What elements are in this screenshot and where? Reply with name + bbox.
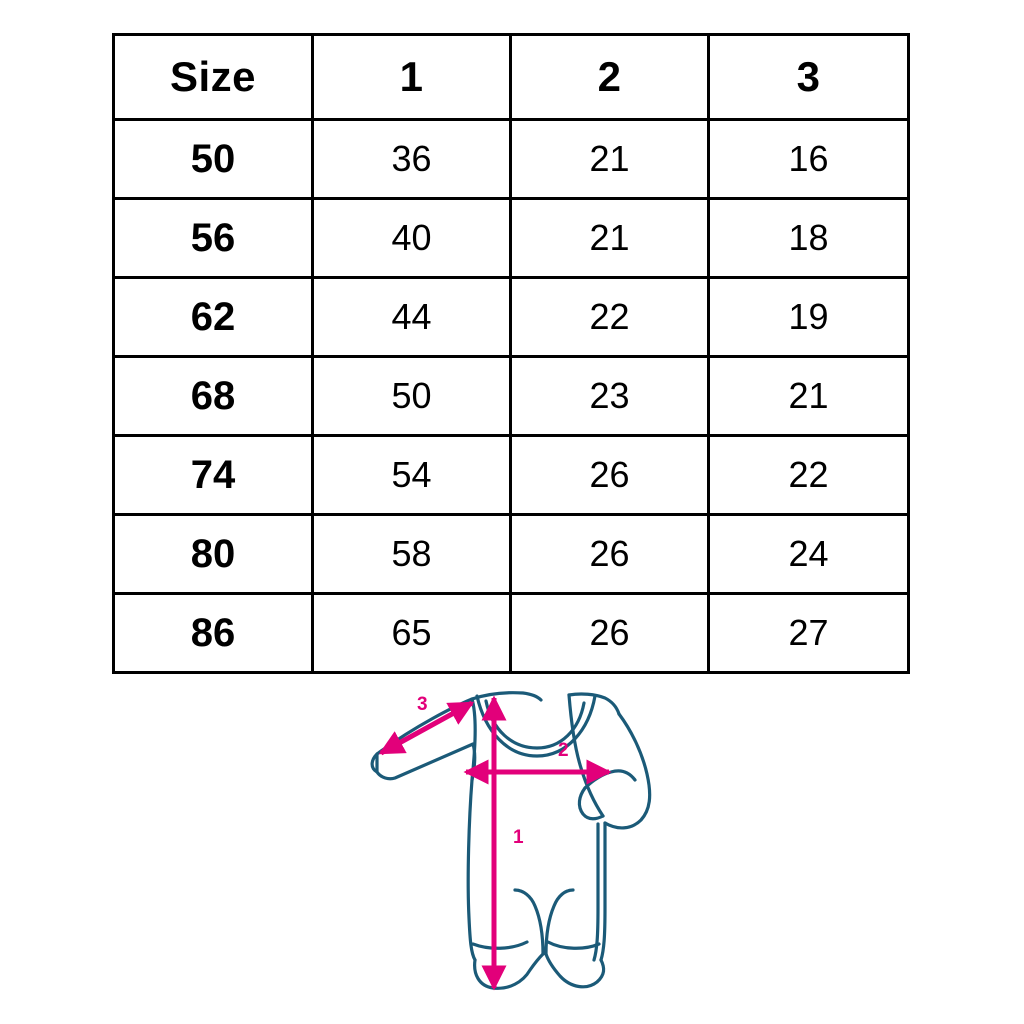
size-chart-table: Size 1 2 3 50 36 21 16 56 40 21 18 62 44 (112, 33, 910, 674)
right-sleeve-outer (603, 712, 652, 830)
cell-measure-1: 44 (311, 276, 512, 358)
cell-measure-1: 54 (311, 434, 512, 516)
cell-measure-2: 26 (509, 513, 710, 595)
romper-illustration: 1 2 3 (370, 691, 652, 991)
cell-size: 74 (112, 434, 314, 516)
table-row: 86 65 26 27 (112, 592, 910, 674)
cell-measure-2: 22 (509, 276, 710, 358)
body-right-edge (599, 821, 607, 962)
cell-measure-3: 16 (707, 118, 910, 200)
cell-measure-1: 50 (311, 355, 512, 437)
measurement-arrows (378, 695, 612, 991)
size-chart-table-container: Size 1 2 3 50 36 21 16 56 40 21 18 62 44 (112, 33, 910, 674)
cell-size: 62 (112, 276, 314, 358)
column-header-3: 3 (707, 33, 910, 121)
table-header-row: Size 1 2 3 (112, 33, 910, 121)
cell-measure-1: 58 (311, 513, 512, 595)
inner-leg-left (513, 888, 545, 956)
left-ankle-seam (471, 940, 529, 950)
cell-measure-3: 22 (707, 434, 910, 516)
inner-leg-right (544, 888, 575, 956)
right-shoulder-top (567, 692, 621, 716)
cell-measure-3: 24 (707, 513, 910, 595)
cell-measure-3: 19 (707, 276, 910, 358)
table-row: 50 36 21 16 (112, 118, 910, 200)
front-placket-line (592, 822, 600, 962)
table-row: 68 50 23 21 (112, 355, 910, 437)
cell-measure-3: 21 (707, 355, 910, 437)
table-row: 62 44 22 19 (112, 276, 910, 358)
table-row: 80 58 26 24 (112, 513, 910, 595)
cell-measure-2: 26 (509, 592, 710, 674)
right-ankle-seam (546, 940, 601, 950)
label-chest-width-2: 2 (558, 740, 569, 761)
table-row: 74 54 26 22 (112, 434, 910, 516)
garment-diagram: 1 2 3 (355, 668, 700, 1013)
left-cuff (370, 752, 379, 774)
label-length-1: 1 (513, 827, 524, 848)
cell-size: 68 (112, 355, 314, 437)
cell-measure-1: 40 (311, 197, 512, 279)
left-foot (473, 952, 545, 990)
cell-size: 50 (112, 118, 314, 200)
cell-size: 56 (112, 197, 314, 279)
cell-size: 86 (112, 592, 314, 674)
right-foot (544, 952, 606, 989)
cell-measure-2: 21 (509, 118, 710, 200)
cell-measure-2: 23 (509, 355, 710, 437)
wrap-overlap-seam (567, 693, 605, 818)
label-sleeve-length-3: 3 (417, 694, 428, 715)
cell-measure-1: 65 (311, 592, 512, 674)
cell-measure-2: 21 (509, 197, 710, 279)
cell-size: 80 (112, 513, 314, 595)
body-left-edge (466, 697, 477, 962)
cell-measure-3: 18 (707, 197, 910, 279)
cell-measure-2: 26 (509, 434, 710, 516)
right-cuff (577, 786, 605, 821)
column-header-1: 1 (311, 33, 512, 121)
cell-measure-3: 27 (707, 592, 910, 674)
arrow-sleeve-length-3 (378, 700, 475, 756)
table-row: 56 40 21 18 (112, 197, 910, 279)
cell-measure-1: 36 (311, 118, 512, 200)
left-shoulder-top (470, 691, 543, 702)
column-header-2: 2 (509, 33, 710, 121)
column-header-size: Size (112, 33, 314, 121)
